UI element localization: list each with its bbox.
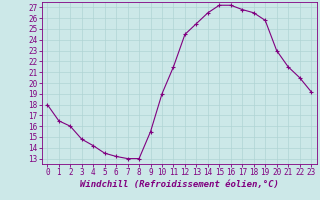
X-axis label: Windchill (Refroidissement éolien,°C): Windchill (Refroidissement éolien,°C) [80, 180, 279, 189]
